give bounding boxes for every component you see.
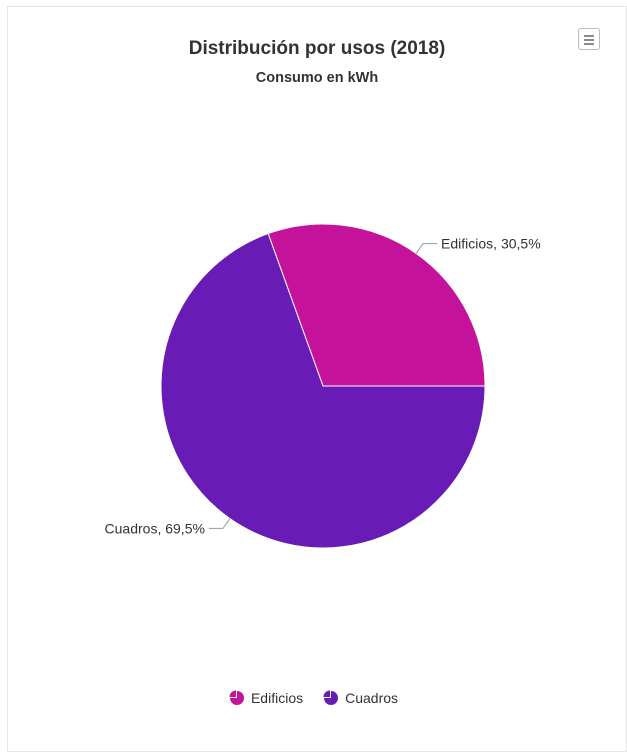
data-label-cuadros: Cuadros, 69,5% xyxy=(105,520,205,536)
chart-menu-button[interactable] xyxy=(578,28,600,50)
legend-label: Edificios xyxy=(250,690,304,706)
legend-item-edificios[interactable]: Edificios xyxy=(229,690,303,706)
legend-swatch-edificios xyxy=(229,691,244,705)
pie-legend-icon xyxy=(323,690,339,705)
legend-swatch-cuadros xyxy=(324,691,339,705)
data-label-connector xyxy=(415,243,438,254)
data-label-edificios: Edificios, 30,5% xyxy=(441,236,541,252)
data-label-connector xyxy=(208,518,231,529)
chart-subtitle: Consumo en kWh xyxy=(255,70,379,86)
chart-title: Distribución por usos (2018) xyxy=(188,38,446,59)
legend-item-cuadros[interactable]: Cuadros xyxy=(323,690,398,706)
pie-slice-cuadros[interactable] xyxy=(160,232,486,549)
chart-legend: Edificios Cuadros xyxy=(0,690,627,706)
pie-legend-icon xyxy=(229,690,244,705)
hamburger-menu-icon xyxy=(584,35,594,37)
legend-label: Cuadros xyxy=(345,690,399,706)
